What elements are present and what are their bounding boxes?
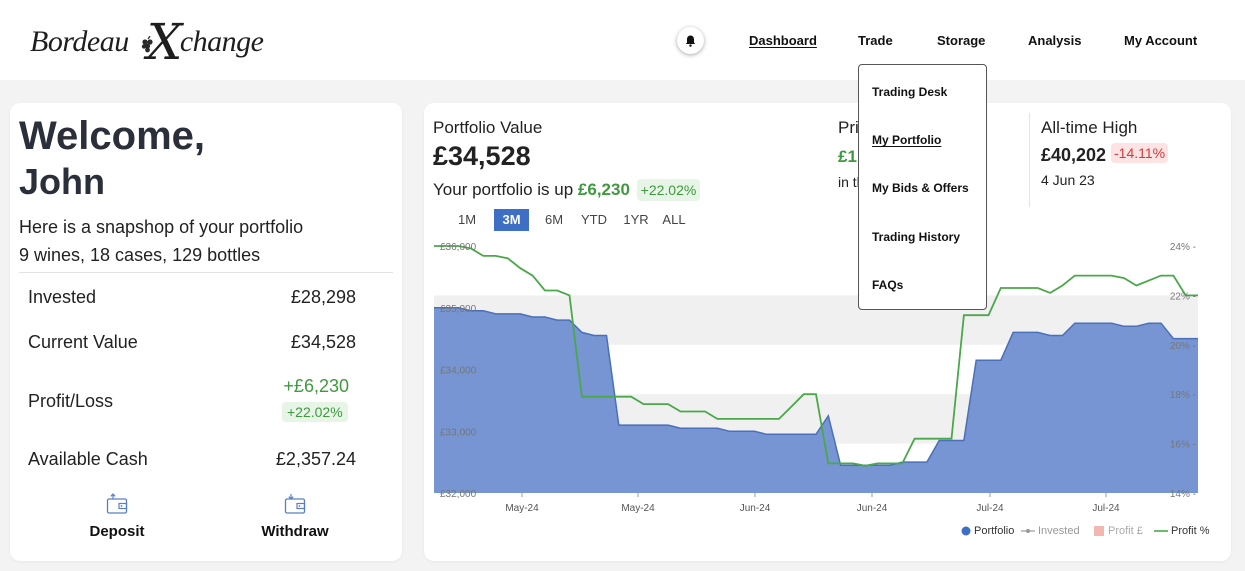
x-tick-label: Jun-24 [857,503,888,514]
wallet-icon [284,494,306,514]
notifications-button[interactable] [677,27,704,54]
portfolio-summary-card: Welcome, John Here is a snapshop of your… [10,103,402,561]
gain-text: Your portfolio is up [433,180,574,199]
price-label: Pri [838,118,859,137]
profit-loss-label: Profit/Loss [28,391,114,411]
stats-divider [1029,113,1030,207]
gain-pct-badge: +22.02% [636,179,701,201]
legend-invested-label: Invested [1038,525,1080,537]
legend-profit-gbp-label: Profit £ [1108,525,1143,537]
legend-portfolio-label: Portfolio [974,525,1015,537]
portfolio-value-label: Portfolio Value [433,118,543,137]
legend-portfolio-marker [961,526,971,536]
profit-loss-pct-badge: +22.02% [282,402,348,422]
y-right-tick-label: 18% - [1170,390,1196,401]
snapshot-text: Here is a snapshop of your portfolio [19,217,304,237]
nav-my-account[interactable]: My Account [1124,33,1198,48]
range-all[interactable]: ALL [662,212,686,227]
x-tick-label: May-24 [621,503,655,514]
y-right-tick-label: 20% - [1170,341,1196,352]
portfolio-gain-line: Your portfolio is up £6,230 +22.02% [433,179,701,201]
range-6m[interactable]: 6M [544,212,564,227]
logo-x: X [146,13,183,71]
menu-item-trading-desk[interactable]: Trading Desk [872,85,948,99]
portfolio-area-outline [434,307,1198,466]
nav-trade[interactable]: Trade [858,33,893,48]
logo-text-left: Bordeau [30,25,129,58]
menu-item-my-portfolio[interactable]: My Portfolio [872,133,942,147]
range-3m[interactable]: 3M [494,209,529,231]
legend-profit-gbp[interactable]: Profit £ [1093,525,1143,537]
menu-item-trading-history[interactable]: Trading History [872,230,961,244]
logo-text-right: change [179,25,264,58]
x-tick-label: Jul-24 [1092,503,1120,514]
menu-item-bids-offers[interactable]: My Bids & Offers [872,181,969,195]
invested-value: £28,298 [290,287,356,307]
y-left-tick-label: £32,000 [440,489,477,500]
brand-logo[interactable]: Bordeau X change [30,13,264,71]
legend-invested[interactable]: Invested [1020,525,1080,537]
divider [19,272,393,273]
y-right-tick-label: 22% - [1170,291,1196,302]
withdraw-label: Withdraw [261,523,329,540]
y-left-tick-label: £35,000 [440,304,477,315]
menu-item-faqs[interactable]: FAQs [872,278,904,292]
grape-icon [141,36,153,53]
nav-storage[interactable]: Storage [937,33,986,48]
deposit-button[interactable]: Deposit [57,493,177,540]
range-1yr[interactable]: 1YR [623,212,649,227]
x-tick-label: Jun-24 [740,503,771,514]
y-right-tick-label: 16% - [1170,440,1196,451]
x-tick-label: Jul-24 [976,503,1004,514]
legend-profit-pct-marker [1154,530,1168,532]
holdings-counts: 9 wines, 18 cases, 129 bottles [19,245,261,265]
top-header: Bordeau X change Dashboard Trade Storage… [0,0,1245,80]
all-time-high-value: £40,202 [1041,145,1107,165]
y-right-tick-label: 14% - [1170,489,1196,500]
range-ytd[interactable]: YTD [581,212,607,227]
legend-invested-marker [1021,529,1035,533]
portfolio-value-card: £32,000 £33,000 £34,000 £35,000 £36,000 14% -… [424,103,1231,561]
wallet-icon [106,493,128,514]
current-value-value: £34,528 [290,332,356,352]
welcome-heading: Welcome, [19,114,205,158]
y-left-tick-label: £36,000 [440,242,477,253]
legend-profit-pct[interactable]: Profit % [1153,525,1210,537]
withdraw-button[interactable]: Withdraw [235,493,355,540]
bell-icon [685,35,696,47]
available-cash-value: £2,357.24 [275,449,356,469]
trade-dropdown-menu: Trading Desk My Portfolio My Bids & Offe… [858,64,987,310]
x-tick-label: May-24 [505,503,539,514]
price-value: £1 [838,147,857,166]
portfolio-area-series [434,307,1198,493]
all-time-high-label: All-time High [1041,118,1138,137]
price-subtext: in th [838,174,865,190]
profit-pct-line-series [434,245,1198,467]
current-value-label: Current Value [28,332,138,352]
deposit-label: Deposit [89,523,145,540]
y-left-tick-label: £34,000 [440,366,477,377]
time-range-selector: 1M 3M 6M YTD 1YR ALL [448,209,689,231]
all-time-high-pct-badge: -14.11% [1111,143,1169,163]
y-left-tick-label: £33,000 [440,427,477,438]
portfolio-value-amount: £34,528 [433,141,531,171]
available-cash-label: Available Cash [28,449,148,469]
legend-portfolio[interactable]: Portfolio [960,525,1014,537]
gain-amount: £6,230 [577,180,630,199]
legend-profit-gbp-marker [1094,526,1104,536]
user-name: John [19,161,105,202]
all-time-high-date: 4 Jun 23 [1041,172,1095,188]
y-right-tick-label: 24% - [1170,242,1196,253]
nav-analysis[interactable]: Analysis [1028,33,1082,48]
invested-label: Invested [28,287,97,307]
range-1m[interactable]: 1M [457,212,477,227]
legend-profit-pct-label: Profit % [1171,525,1210,537]
portfolio-chart[interactable]: £32,000 £33,000 £34,000 £35,000 £36,000 14% -… [424,103,1231,561]
nav-dashboard[interactable]: Dashboard [749,33,817,48]
profit-loss-value: +£6,230 [283,376,349,396]
